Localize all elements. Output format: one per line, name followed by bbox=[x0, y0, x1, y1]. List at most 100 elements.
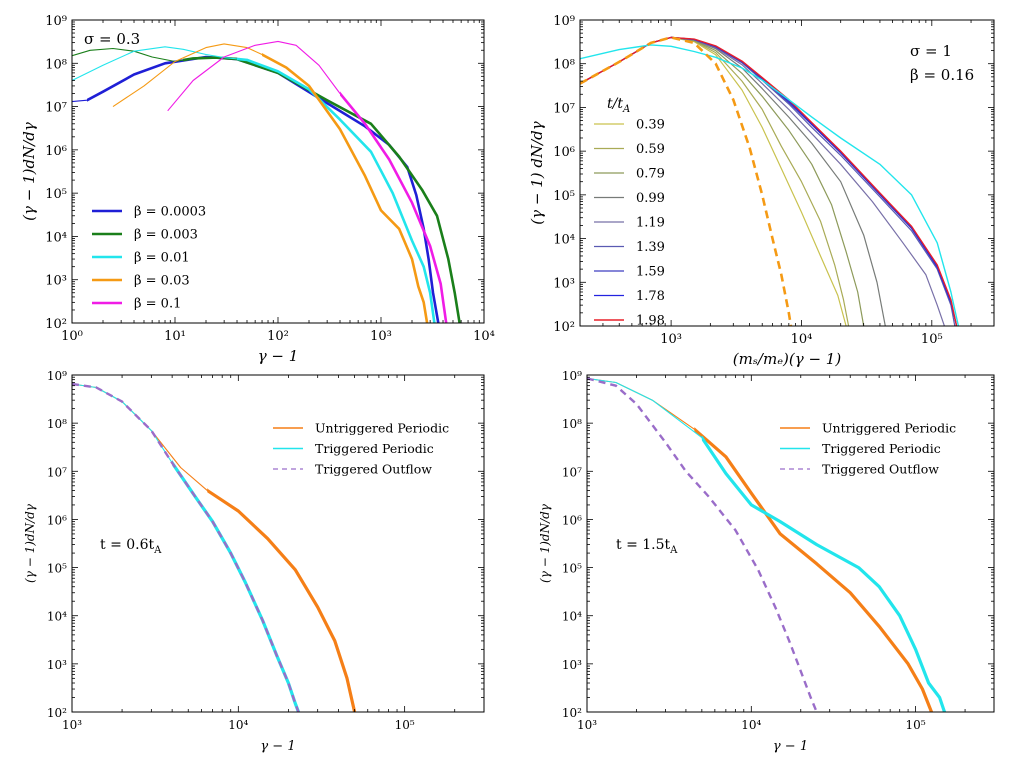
y-axis-label: (γ − 1)dN/dγ bbox=[23, 503, 37, 583]
y-tick-label: 10⁸ bbox=[553, 58, 575, 73]
annotation-label: t = 0.6tA bbox=[100, 537, 162, 556]
y-tick-label: 10² bbox=[553, 320, 575, 335]
series-line-0.59 bbox=[580, 36, 850, 326]
y-axis-label: (γ − 1)dN/dγ bbox=[20, 122, 38, 221]
x-tick-label: 10¹ bbox=[164, 329, 186, 344]
legend: Untriggered Periodic Triggered Periodic Tr… bbox=[780, 421, 956, 477]
y-tick-label: 10³ bbox=[562, 658, 582, 672]
x-tick-label: 10⁴ bbox=[791, 332, 813, 347]
y-tick-label: 10⁹ bbox=[47, 369, 67, 383]
legend: t/tA 0.39 0.59 0.79 0.99 1.19 1.39 1.59 1.78 1.98 bbox=[594, 96, 665, 329]
legend-label: 0.99 bbox=[636, 191, 665, 206]
y-tick-label: 10⁵ bbox=[562, 562, 582, 576]
y-tick-label: 10² bbox=[562, 706, 582, 720]
series-group bbox=[72, 382, 357, 712]
x-tick-label: 10³ bbox=[370, 329, 392, 344]
legend-title: t/tA bbox=[607, 96, 630, 115]
series-line--0.1 bbox=[340, 91, 448, 323]
y-tick-label: 10⁷ bbox=[45, 101, 67, 116]
annotation-label: σ = 0.3 bbox=[84, 30, 140, 48]
x-axis-label: γ − 1 bbox=[260, 739, 295, 754]
y-axis-label: (γ − 1)dN/dγ bbox=[538, 503, 552, 583]
x-tick-label: 10⁵ bbox=[395, 718, 415, 732]
series-line-1.98 bbox=[580, 36, 958, 326]
y-tick-label: 10⁶ bbox=[562, 513, 582, 527]
axes-frame bbox=[586, 374, 995, 713]
axes-frame bbox=[71, 374, 485, 713]
legend-label: β = 0.0003 bbox=[134, 205, 206, 220]
y-tick-label: 10⁶ bbox=[47, 513, 67, 527]
legend-label: β = 0.01 bbox=[134, 251, 190, 266]
y-tick-label: 10⁵ bbox=[553, 189, 575, 204]
series-line--0.01 bbox=[237, 57, 436, 323]
series-line--0.0003 bbox=[87, 55, 440, 323]
x-axis-label: (mₛ/mₑ)(γ − 1) bbox=[733, 350, 842, 368]
series-line-1.59 bbox=[580, 36, 958, 326]
y-axis-label: (γ − 1) dN/dγ bbox=[528, 121, 546, 224]
legend-label: β = 0.03 bbox=[134, 274, 190, 289]
series-line-triggered-outflow bbox=[587, 377, 818, 712]
series-group bbox=[72, 40, 461, 323]
series-group bbox=[587, 377, 947, 712]
x-tick-label: 10⁵ bbox=[906, 718, 926, 732]
legend-label: 0.59 bbox=[636, 142, 665, 157]
legend-label: β = 0.1 bbox=[134, 297, 181, 312]
y-tick-label: 10⁷ bbox=[562, 465, 582, 479]
series-line-0.39 bbox=[580, 36, 847, 326]
y-tick-label: 10⁷ bbox=[553, 101, 575, 116]
legend-label: 1.78 bbox=[636, 289, 665, 304]
series-line-unlabeled-10 bbox=[580, 36, 793, 326]
x-tick-label: 10³ bbox=[62, 718, 82, 732]
x-tick-label: 10⁰ bbox=[61, 329, 83, 344]
y-tick-label: 10⁴ bbox=[562, 610, 582, 624]
legend-label: 0.79 bbox=[636, 167, 665, 182]
chart-panel-top-left: 10⁰ 10¹ 10² 10³ 10⁴ 10² 10³ 10⁴ 10⁵ 10⁶ 10⁷ 10⁸ 10⁹ γ… bbox=[20, 14, 495, 365]
legend-label: 1.19 bbox=[636, 216, 665, 231]
x-axis-label: γ − 1 bbox=[773, 739, 808, 754]
legend-label: Triggered Outflow bbox=[822, 462, 939, 477]
series-line-unlabeled-9 bbox=[580, 44, 960, 326]
y-tick-label: 10⁵ bbox=[47, 562, 67, 576]
y-tick-label: 10⁷ bbox=[47, 465, 67, 479]
legend-label: Triggered Periodic bbox=[822, 441, 941, 456]
y-tick-label: 10⁸ bbox=[47, 417, 67, 431]
legend-label: Untriggered Periodic bbox=[315, 421, 449, 436]
y-tick-label: 10² bbox=[45, 317, 67, 332]
y-tick-label: 10² bbox=[47, 706, 67, 720]
series-line-untriggered-periodic bbox=[207, 488, 357, 712]
y-tick-label: 10⁹ bbox=[45, 14, 67, 29]
legend-label: 0.39 bbox=[636, 118, 665, 133]
x-tick-label: 10⁴ bbox=[741, 718, 761, 732]
x-tick-label: 10⁵ bbox=[921, 332, 943, 347]
x-axis-label: γ − 1 bbox=[258, 347, 299, 365]
x-tick-label: 10⁴ bbox=[228, 718, 248, 732]
legend: β = 0.0003 β = 0.003 β = 0.01 β = 0.03 β = 0… bbox=[92, 205, 206, 312]
y-tick-label: 10³ bbox=[553, 276, 575, 291]
y-tick-label: 10⁶ bbox=[45, 144, 67, 159]
annotation-label: t = 1.5tA bbox=[616, 537, 678, 556]
legend-label: Triggered Outflow bbox=[315, 462, 432, 477]
x-tick-label: 10³ bbox=[660, 332, 682, 347]
chart-panel-top-right: 10³ 10⁴ 10⁵ 10² 10³ 10⁴ 10⁵ 10⁶ 10⁷ 10⁸ 10⁹ (mₛ/mₑ)… bbox=[528, 14, 995, 368]
y-tick-label: 10⁴ bbox=[553, 233, 575, 248]
series-line-0.79 bbox=[580, 36, 865, 326]
x-tick-label: 10⁴ bbox=[473, 329, 495, 344]
y-tick-label: 10⁵ bbox=[45, 187, 67, 202]
series-line-1.78 bbox=[580, 36, 958, 326]
legend: Untriggered Periodic Triggered Periodic Tr… bbox=[273, 421, 449, 477]
x-tick-label: 10² bbox=[267, 329, 289, 344]
y-tick-label: 10⁸ bbox=[45, 57, 67, 72]
axes-frame bbox=[579, 19, 995, 327]
y-tick-label: 10³ bbox=[47, 658, 67, 672]
series-line-triggered-outflow bbox=[72, 382, 300, 712]
series-line--0.003 bbox=[183, 56, 461, 323]
y-tick-label: 10⁸ bbox=[562, 417, 582, 431]
series-line-untriggered-periodic bbox=[694, 427, 933, 712]
y-tick-label: 10⁴ bbox=[47, 610, 67, 624]
legend-label: Untriggered Periodic bbox=[822, 421, 956, 436]
series-group bbox=[580, 36, 960, 326]
legend-label: 1.59 bbox=[636, 265, 665, 280]
